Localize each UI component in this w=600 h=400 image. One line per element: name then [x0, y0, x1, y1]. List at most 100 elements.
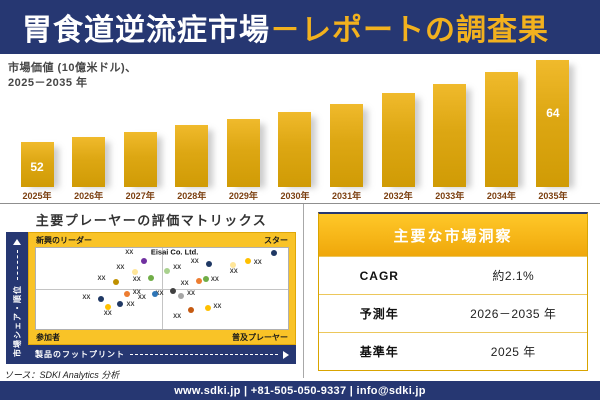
x-tick-label: 2028年: [177, 191, 207, 201]
bar-2035年: 64: [536, 60, 570, 187]
insights-table: 主要な市場洞察 CAGR 約2.1% 予測年 2026－2035 年 基準年 2…: [318, 212, 588, 371]
matrix-point: [124, 290, 131, 297]
insights-table-title: 主要な市場洞察: [319, 214, 587, 256]
title-dash: －: [270, 14, 301, 47]
point-label: XX: [126, 301, 135, 308]
point-label: XX: [190, 258, 199, 265]
bar-2026年: [72, 137, 106, 187]
x-tick-label: 2031年: [332, 191, 362, 201]
vertical-divider: [303, 204, 304, 378]
matrix-point: [177, 292, 184, 299]
point-label: XX: [173, 265, 182, 272]
row-value-base-year: 2025 年: [490, 345, 536, 359]
bar-2031年: [330, 104, 364, 187]
point-label: XX: [229, 269, 238, 276]
chart-subtitle-line2: 2025－2035 年: [8, 76, 88, 89]
matrix-point: [229, 262, 236, 269]
bar-slot-2031年: [324, 104, 370, 187]
bar-slot-2028年: [169, 125, 215, 187]
matrix-point: [97, 296, 104, 303]
point-label: XX: [97, 275, 106, 282]
point-label: XX: [132, 277, 141, 284]
page-title: 胃食道逆流症市場: [22, 14, 270, 47]
table-row-base-year: 基準年 2025 年: [319, 332, 587, 370]
point-label: XX: [137, 295, 146, 302]
row-value-cagr: 約2.1%: [492, 269, 535, 283]
point-label: XX: [125, 249, 134, 256]
bar-chart-x-axis: 2025年 2026年 2027年 2028年 2029年 2030年 2031年 2032年…: [14, 189, 576, 202]
matrix-point: [117, 301, 124, 308]
matrix-point-highlighted-company: [271, 249, 278, 256]
chart-subtitle-line1: 市場価値 (10億米ドル)、: [8, 62, 137, 74]
matrix-point: [169, 287, 176, 294]
x-tick-label: 2035年: [538, 191, 568, 201]
x-tick-label: 2034年: [486, 191, 516, 201]
x-tick-label: 2026年: [74, 191, 104, 201]
matrix-point: [141, 258, 148, 265]
source-note: ソース：SDKI Analytics 分析: [4, 370, 120, 380]
point-label: XX: [116, 265, 125, 272]
point-label: XX: [213, 304, 222, 311]
table-row-cagr: CAGR 約2.1%: [319, 256, 587, 294]
matrix-frame: 新興のリーダー スター XX XX XX XX XX XX XX XX XX XX Eisai Co…: [28, 232, 296, 345]
y-axis-dashed-line: [16, 250, 18, 280]
matrix-point: [113, 279, 120, 286]
point-label: XX: [132, 289, 141, 296]
page-title-highlight: レポートの調査果: [301, 14, 549, 47]
point-label: XX: [186, 291, 195, 298]
footer-bar: www.sdki.jp | +81-505-050-9337 | info@sd…: [0, 381, 600, 400]
matrix-point: [164, 267, 171, 274]
chart-subtitle: 市場価値 (10億米ドル)、 2025－2035 年: [8, 61, 137, 91]
point-label: XX: [82, 295, 91, 302]
point-label: XX: [253, 260, 262, 267]
matrix-point: [205, 261, 212, 268]
bar-2028年: [175, 125, 209, 187]
matrix-y-axis-content: 市場シェア・順位: [6, 236, 28, 360]
bar-slot-2030年: [272, 112, 318, 187]
bar-2030年: [278, 112, 312, 187]
matrix-point: [132, 268, 139, 275]
quadrant-label-top-right: スター: [264, 235, 288, 245]
x-tick-label: 2030年: [280, 191, 310, 201]
matrix-point: [204, 305, 211, 312]
point-label: XX: [180, 280, 189, 287]
matrix-y-axis-label: 市場シェア・順位: [12, 285, 22, 357]
bar-slot-2029年: [220, 119, 266, 187]
matrix-x-axis-bar: 製品のフットプリント: [28, 345, 296, 364]
row-label-forecast-years: 予測年: [359, 307, 399, 321]
matrix-top-band: 新興のリーダー スター: [29, 233, 295, 247]
title-bar: 胃食道逆流症市場－レポートの調査果: [0, 0, 600, 54]
matrix-point: [105, 304, 112, 311]
bar-slot-2035年: 64: [530, 60, 576, 187]
bar-slot-2026年: [66, 137, 112, 187]
x-axis-dashed-line: [130, 354, 278, 355]
footer-contact-text: www.sdki.jp | +81-505-050-9337 | info@sd…: [174, 384, 426, 397]
bar-2032年: [381, 93, 415, 187]
matrix-body: 新興のリーダー スター XX XX XX XX XX XX XX XX XX XX Eisai Co…: [28, 232, 296, 364]
company-name-label: Eisai Co. Ltd.: [150, 247, 199, 257]
matrix-x-axis-label: 製品のフットプリント: [35, 350, 125, 359]
bar-2025年: 52: [20, 142, 54, 187]
point-label: XX: [210, 277, 219, 284]
bar-slot-2025年: 52: [14, 142, 60, 187]
matrix-point: [245, 258, 252, 265]
row-value-forecast-years: 2026－2035 年: [470, 307, 557, 321]
row-label-base-year: 基準年: [359, 345, 399, 359]
bar-value-label: 52: [30, 160, 44, 174]
bar-slot-2027年: [117, 132, 163, 187]
bar-slot-2032年: [375, 93, 421, 187]
x-axis-arrow-icon: [283, 350, 289, 359]
bar-2034年: [484, 72, 518, 187]
x-tick-label: 2032年: [383, 191, 413, 201]
matrix-plot: XX XX XX XX XX XX XX XX XX XX Eisai Co. Ltd. XX XX XX…: [35, 247, 289, 330]
table-row-forecast-years: 予測年 2026－2035 年: [319, 294, 587, 332]
row-label-cagr: CAGR: [359, 268, 399, 283]
matrix-y-axis-bar: 市場シェア・順位: [6, 232, 28, 364]
matrix-point: [195, 278, 202, 285]
x-tick-label: 2025年: [22, 191, 52, 201]
matrix-point: [202, 276, 209, 283]
matrix-point: [148, 275, 155, 282]
quadrant-label-top-left: 新興のリーダー: [36, 235, 92, 245]
bar-2033年: [433, 84, 467, 187]
quadrant-label-bottom-left: 参加者: [36, 332, 60, 342]
